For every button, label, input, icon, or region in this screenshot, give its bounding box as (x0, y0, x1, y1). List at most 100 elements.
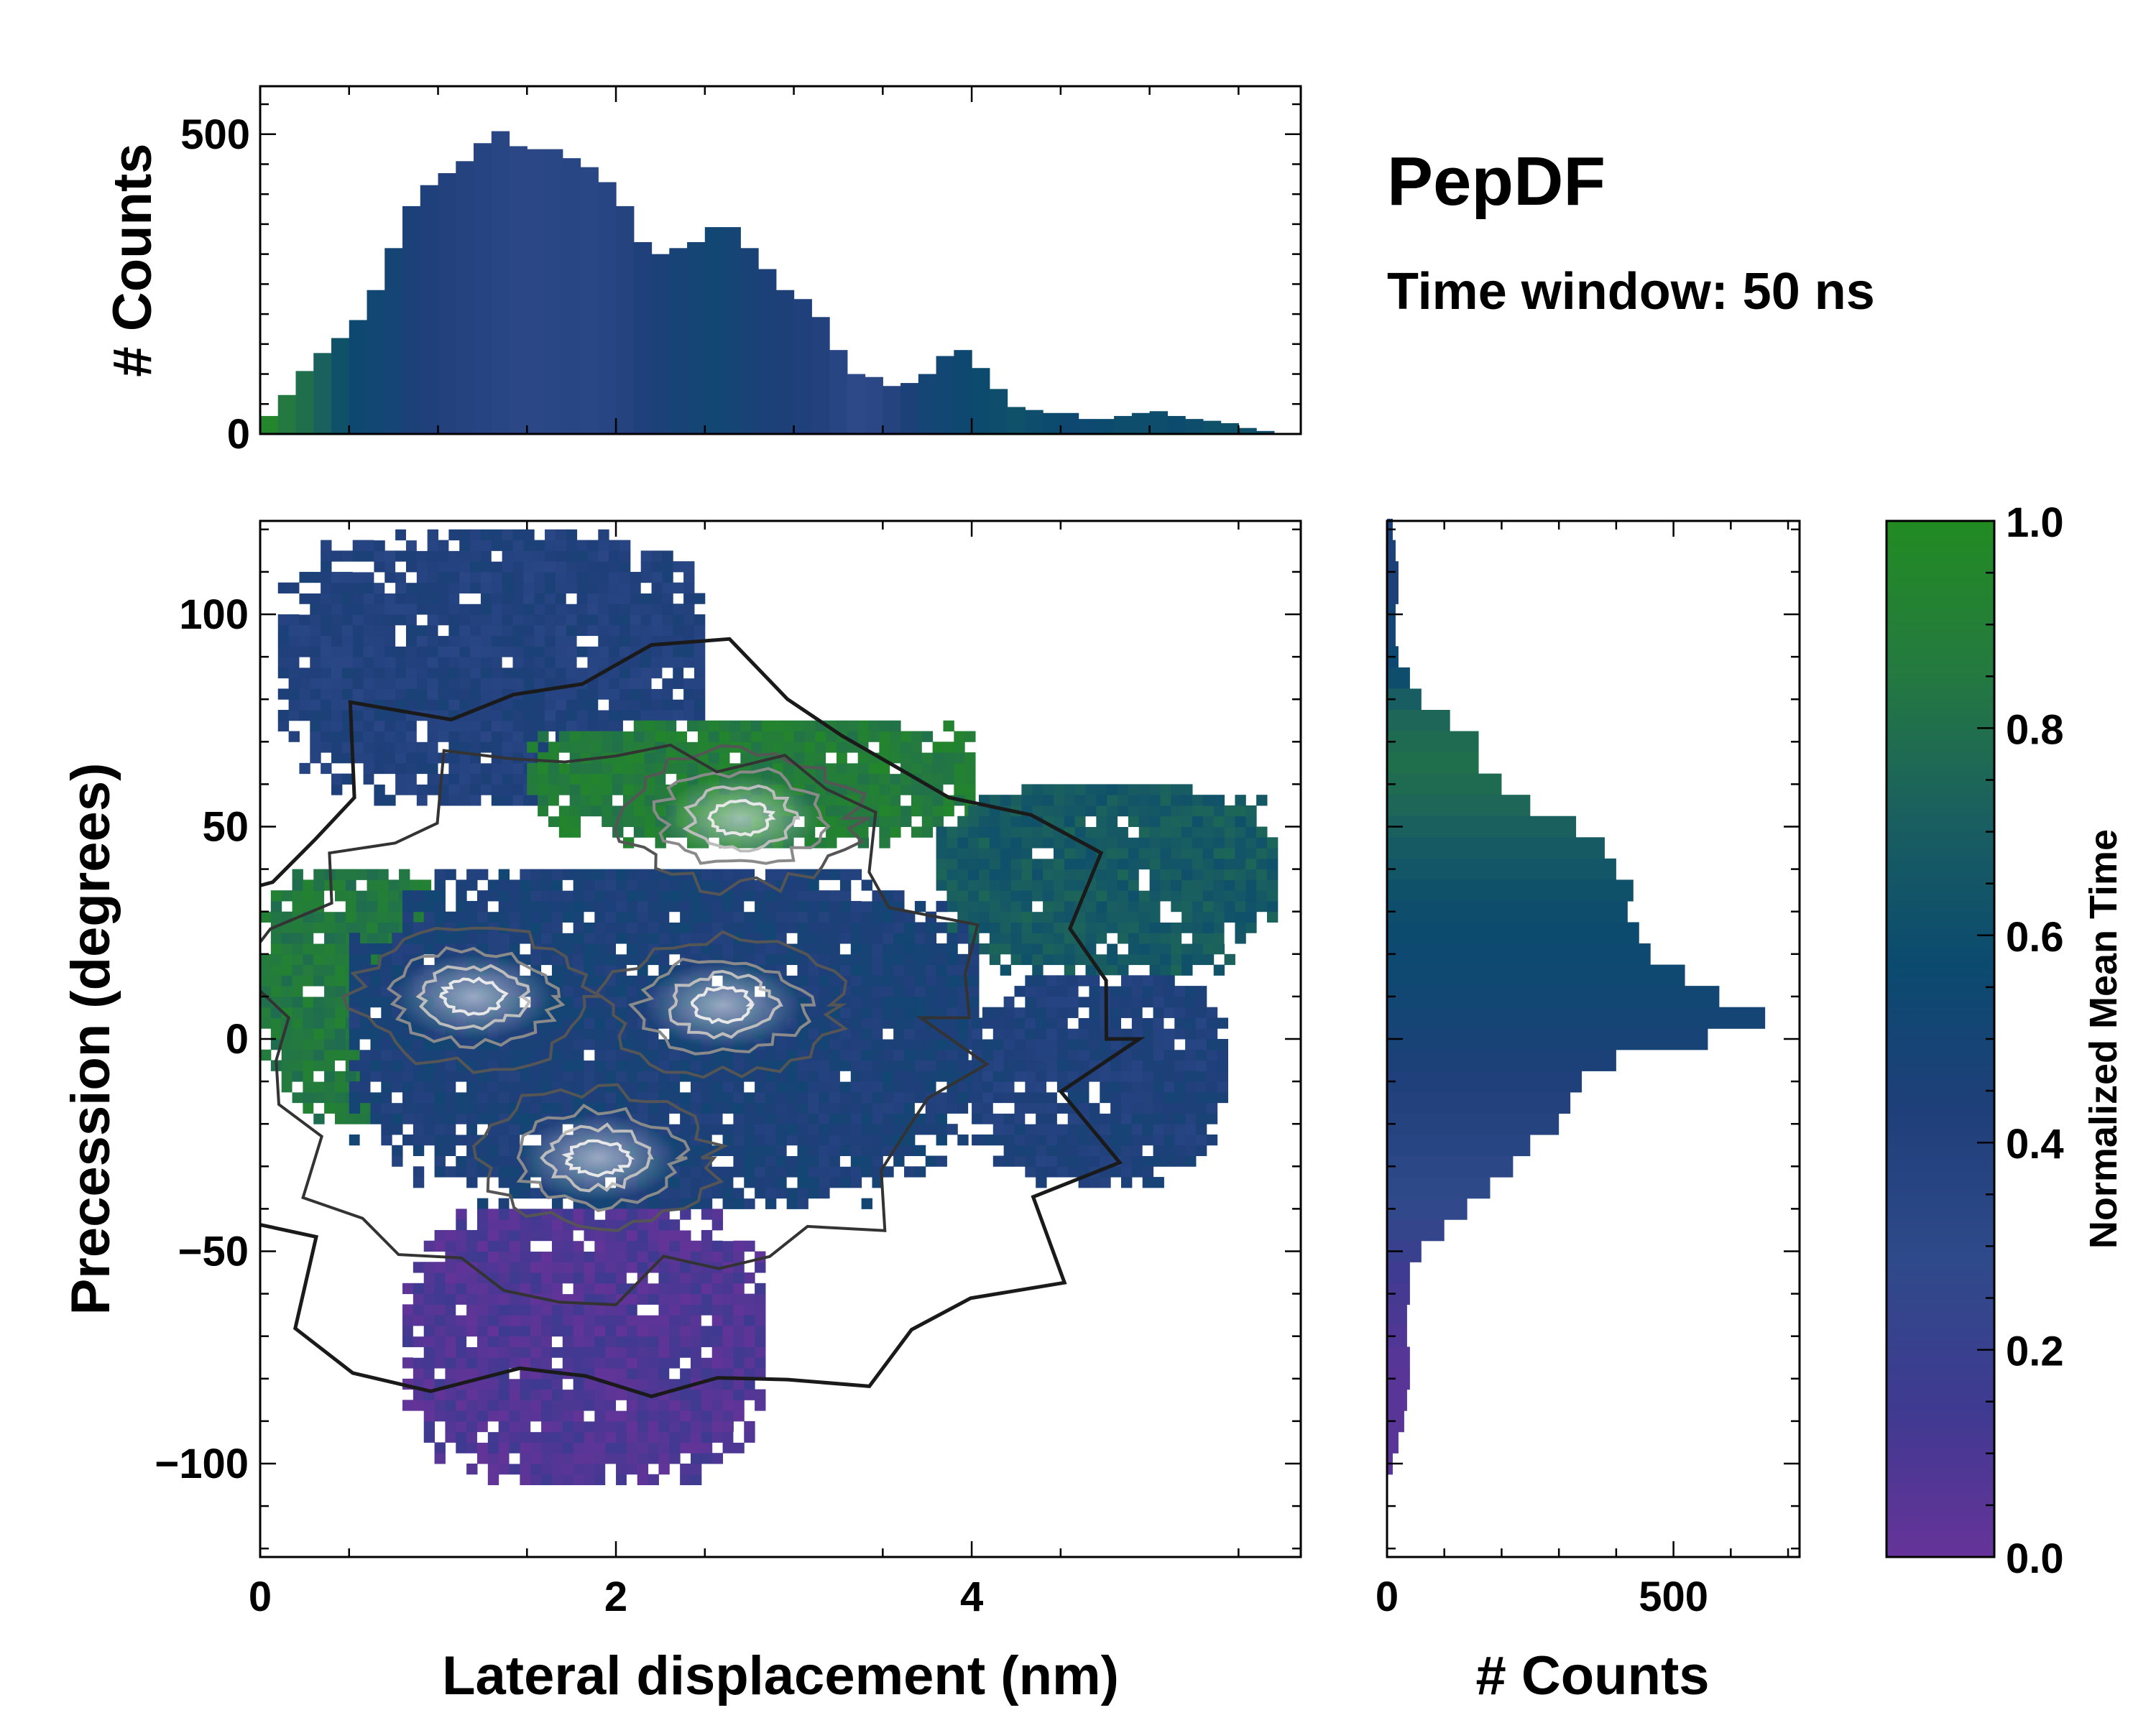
heatmap-cell (364, 678, 374, 689)
heatmap-cell (456, 879, 466, 890)
heatmap-cell (1192, 922, 1203, 933)
heatmap-cell (470, 540, 481, 551)
heatmap-cell (520, 1390, 530, 1400)
heatmap-cell (616, 1474, 627, 1485)
heatmap-cell (847, 774, 858, 785)
heatmap-cell (520, 1379, 530, 1390)
heatmap-cell (1000, 859, 1011, 869)
heatmap-cell (936, 986, 947, 997)
heatmap-cell (1089, 1017, 1100, 1028)
heatmap-cell (448, 752, 459, 763)
heatmap-cell (1150, 965, 1161, 976)
heatmap-cell (552, 912, 563, 923)
heatmap-cell (712, 1188, 723, 1198)
top-histogram-bar (954, 350, 972, 434)
heatmap-cell (548, 795, 559, 805)
heatmap-cell (530, 1421, 541, 1432)
heatmap-cell (851, 1081, 862, 1092)
heatmap-cell (456, 1421, 466, 1432)
heatmap-cell (424, 1241, 435, 1252)
heatmap-cell (552, 1346, 563, 1357)
heatmap-cell (331, 636, 342, 647)
heatmap-cell (936, 869, 947, 880)
heatmap-cell (1185, 1092, 1196, 1103)
heatmap-cell (1214, 848, 1225, 859)
heatmap-cell (587, 625, 598, 636)
heatmap-cell (456, 1304, 466, 1315)
heatmap-cell (1096, 784, 1107, 795)
heatmap-cell (1043, 901, 1054, 912)
heatmap-cell (872, 901, 883, 912)
heatmap-cell (1164, 1145, 1174, 1156)
heatmap-cell (392, 1124, 402, 1135)
heatmap-cell (499, 1315, 510, 1326)
heatmap-cell (669, 1081, 680, 1092)
heatmap-cell (278, 614, 289, 625)
heatmap-cell (512, 657, 523, 667)
heatmap-cell (616, 1346, 627, 1357)
heatmap-cell (566, 614, 577, 625)
heatmap-cell (1171, 901, 1181, 912)
heatmap-cell (1164, 1050, 1174, 1061)
heatmap-cell (1004, 1103, 1015, 1114)
heatmap-cell (395, 763, 406, 774)
heatmap-cell (510, 1135, 520, 1145)
heatmap-cell (598, 721, 609, 731)
heatmap-cell (616, 1262, 627, 1272)
heatmap-cell (556, 540, 566, 551)
heatmap-cell (787, 1177, 798, 1188)
heatmap-cell (530, 869, 541, 880)
heatmap-cell (402, 1315, 413, 1326)
heatmap-cell (1057, 1007, 1068, 1018)
heatmap-cell (370, 1007, 381, 1018)
heatmap-cell (310, 646, 321, 657)
heatmap-cell (694, 710, 705, 721)
heatmap-cell (1079, 997, 1089, 1007)
heatmap-cell (1054, 954, 1064, 965)
heatmap-cell (435, 1442, 446, 1453)
heatmap-cell (648, 1453, 659, 1464)
heatmap-cell (310, 721, 321, 731)
heatmap-cell (819, 986, 829, 997)
heatmap-cell (1160, 901, 1171, 912)
heatmap-cell (602, 763, 612, 774)
heatmap-cell (993, 1039, 1004, 1050)
heatmap-cell (1235, 933, 1245, 943)
heatmap-cell (808, 901, 819, 912)
heatmap-cell (1054, 901, 1064, 912)
heatmap-cell (798, 975, 808, 986)
heatmap-cell (602, 741, 612, 752)
heatmap-cell (602, 795, 612, 805)
heatmap-cell (808, 1081, 819, 1092)
heatmap-cell (719, 731, 730, 742)
heatmap-cell (694, 593, 705, 604)
heatmap-cell (883, 954, 893, 965)
heatmap-cell (481, 625, 492, 636)
heatmap-cell (869, 763, 880, 774)
heatmap-cell (417, 572, 428, 583)
heatmap-cell (691, 1390, 701, 1400)
heatmap-cell (943, 763, 954, 774)
heatmap-cell (313, 1028, 324, 1039)
heatmap-cell (459, 784, 470, 795)
heatmap-cell (563, 912, 573, 923)
heatmap-cell (530, 1453, 541, 1464)
heatmap-cell (310, 699, 321, 710)
heatmap-cell (388, 922, 399, 933)
heatmap-cell (616, 1061, 627, 1071)
heatmap-cell (342, 688, 353, 699)
heatmap-cell (683, 583, 694, 593)
heatmap-cell (570, 816, 581, 827)
heatmap-cell (381, 1081, 392, 1092)
heatmap-cell (798, 1198, 808, 1209)
heatmap-cell (787, 1145, 798, 1156)
heatmap-cell (1014, 1124, 1025, 1135)
heatmap-cell (556, 636, 566, 647)
heatmap-cell (637, 1081, 648, 1092)
heatmap-cell (1068, 975, 1079, 986)
heatmap-cell (840, 1177, 851, 1188)
heatmap-cell (904, 1071, 915, 1081)
heatmap-cell (673, 699, 683, 710)
heatmap-cell (520, 1432, 530, 1443)
heatmap-cell (744, 912, 755, 923)
